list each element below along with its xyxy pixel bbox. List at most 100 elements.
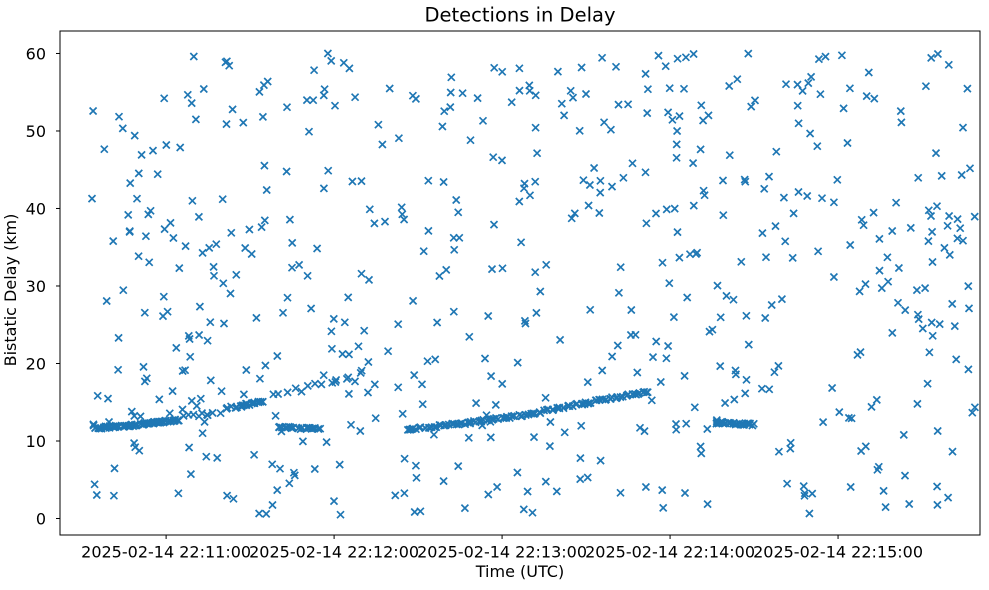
detection-marker <box>935 319 944 329</box>
detection-marker <box>92 490 101 500</box>
detection-marker <box>788 253 797 263</box>
detection-marker <box>196 394 205 403</box>
detection-marker <box>531 268 540 277</box>
detection-marker <box>357 269 366 278</box>
detection-marker <box>198 429 207 438</box>
detection-marker <box>933 49 943 59</box>
detection-marker <box>145 258 154 267</box>
detection-marker <box>225 61 234 70</box>
detection-marker <box>891 198 901 207</box>
detection-marker <box>278 308 288 317</box>
detection-marker <box>672 153 681 162</box>
detection-marker <box>647 396 656 405</box>
detection-marker <box>364 357 373 367</box>
detection-marker <box>412 473 421 482</box>
detection-marker <box>357 176 366 186</box>
detection-marker <box>656 377 665 387</box>
detection-marker <box>126 178 135 188</box>
detection-marker <box>378 140 387 149</box>
detection-marker <box>331 377 340 387</box>
detection-marker <box>397 203 406 212</box>
detection-marker <box>557 99 566 108</box>
detection-marker <box>837 51 847 60</box>
detection-marker <box>741 177 750 186</box>
detection-marker <box>239 390 249 399</box>
detection-marker <box>166 218 175 228</box>
detection-marker <box>737 257 746 266</box>
plot-area-border <box>59 30 981 536</box>
detection-marker <box>209 271 219 280</box>
detection-marker <box>924 236 933 246</box>
detection-marker <box>271 411 280 420</box>
detection-marker <box>222 404 231 413</box>
detection-marker <box>515 64 524 73</box>
detection-marker <box>394 134 404 143</box>
detection-marker <box>944 60 953 69</box>
detection-marker <box>417 380 427 389</box>
detection-marker <box>309 96 318 105</box>
detection-marker <box>829 198 839 207</box>
detection-marker <box>648 352 658 362</box>
detection-marker <box>408 296 418 306</box>
detection-marker <box>725 151 734 160</box>
detection-marker <box>118 124 127 133</box>
detection-marker <box>256 397 265 406</box>
detection-marker <box>634 389 643 399</box>
detection-marker <box>446 102 455 112</box>
detection-marker <box>513 358 522 367</box>
detection-marker <box>794 187 803 197</box>
detection-marker <box>131 443 140 452</box>
detection-marker <box>287 263 297 272</box>
detection-marker <box>203 411 212 420</box>
detection-marker <box>370 380 379 389</box>
detection-marker <box>466 136 475 145</box>
detection-marker <box>641 482 651 492</box>
detection-marker <box>192 401 201 411</box>
detection-marker <box>546 417 555 427</box>
detection-marker <box>497 156 507 165</box>
detection-marker <box>914 314 923 324</box>
detection-marker <box>320 85 329 94</box>
detection-marker <box>519 184 529 193</box>
detection-marker <box>319 91 328 100</box>
detection-marker <box>719 211 728 220</box>
detection-marker <box>821 52 830 61</box>
detection-marker <box>194 212 204 222</box>
detection-marker <box>806 72 816 82</box>
detection-marker <box>576 474 585 484</box>
detection-marker <box>454 208 463 217</box>
detection-marker <box>169 233 178 243</box>
x-tick-label: 2025-02-14 22:12:00 <box>249 543 419 562</box>
detection-marker <box>923 379 932 388</box>
detection-marker <box>906 223 915 233</box>
detection-marker <box>765 385 774 394</box>
detection-marker <box>576 453 585 463</box>
detection-marker <box>659 503 668 513</box>
x-tick-label: 2025-02-14 22:15:00 <box>753 543 923 562</box>
detection-marker <box>424 226 433 236</box>
detection-marker <box>964 365 973 374</box>
detection-marker <box>212 240 221 249</box>
detection-marker <box>168 386 177 396</box>
detection-marker <box>731 366 740 375</box>
detection-marker <box>87 194 97 203</box>
detection-marker <box>606 125 616 134</box>
detection-marker <box>385 84 394 93</box>
detection-marker <box>137 150 146 160</box>
detection-marker <box>141 232 151 241</box>
detection-marker <box>883 277 893 286</box>
detection-marker <box>229 494 238 503</box>
detection-marker <box>484 490 493 499</box>
detection-marker <box>921 82 931 91</box>
detection-marker <box>725 81 734 91</box>
detection-marker <box>696 442 705 451</box>
detection-marker <box>471 398 481 408</box>
detection-marker <box>275 464 285 473</box>
detection-marker <box>767 300 776 310</box>
detection-marker <box>861 279 870 289</box>
detection-marker <box>944 211 954 221</box>
detection-marker <box>429 430 439 439</box>
detection-marker <box>446 88 455 97</box>
detection-marker <box>696 145 705 154</box>
